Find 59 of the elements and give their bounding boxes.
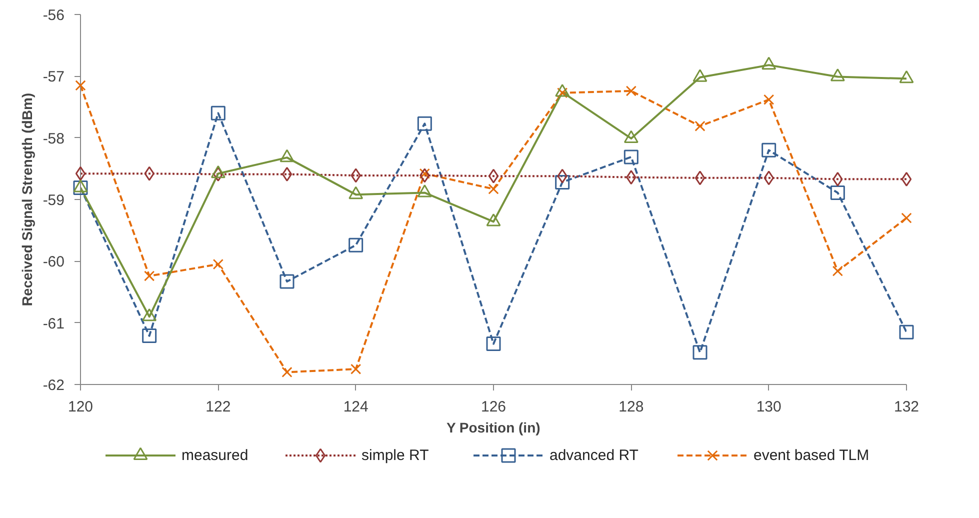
point [901, 212, 912, 224]
point [282, 166, 292, 182]
y-tick-label: -59 [42, 192, 65, 209]
point [488, 184, 499, 194]
legend-label: measured [182, 447, 248, 464]
x-tick-label: 126 [480, 398, 506, 416]
x-tick-label: 128 [618, 398, 644, 416]
point [899, 324, 914, 340]
point [73, 180, 88, 196]
x-tick-label: 120 [68, 398, 94, 416]
point [901, 172, 912, 186]
point [694, 120, 706, 132]
point [350, 364, 362, 374]
point [764, 170, 774, 186]
point [762, 142, 776, 158]
point [144, 270, 155, 282]
legend-label: simple RT [362, 447, 429, 464]
y-tick-label: -56 [42, 7, 65, 24]
point [694, 170, 706, 186]
point [626, 86, 637, 96]
point [763, 94, 774, 105]
point [557, 168, 568, 184]
point [75, 80, 86, 91]
y-tick-label: -57 [42, 68, 65, 86]
point [555, 174, 570, 190]
y-tick-label: -60 [42, 254, 65, 271]
point [420, 168, 430, 183]
x-tick-label: 132 [894, 398, 920, 416]
point [212, 258, 224, 270]
point [350, 168, 361, 183]
legend-label: event based TLM [754, 447, 870, 464]
y-tick-label: -58 [42, 130, 65, 148]
point [832, 172, 843, 186]
point [692, 345, 708, 360]
point [486, 336, 501, 352]
point [624, 150, 638, 164]
x-tick-label: 130 [756, 398, 782, 416]
point [417, 116, 432, 131]
x-tick-label: 122 [206, 398, 231, 416]
point [75, 166, 86, 181]
legend-label: advanced RT [550, 447, 638, 464]
point [488, 168, 499, 184]
point [144, 166, 154, 181]
point [419, 168, 430, 179]
x-tick-label: 124 [343, 398, 368, 416]
y-tick-label: -62 [42, 377, 65, 394]
point [348, 238, 364, 252]
point [280, 274, 294, 289]
point [282, 366, 292, 378]
point [830, 185, 845, 200]
y-tick-label: -61 [42, 315, 65, 332]
point [626, 170, 636, 185]
x-axis-title: Y Position (in) [446, 420, 540, 436]
point [556, 87, 568, 98]
point [210, 106, 226, 120]
point [142, 328, 157, 344]
point [832, 266, 844, 276]
y-axis-title: Received Signal Strength (dBm) [18, 92, 35, 306]
point [213, 166, 224, 182]
